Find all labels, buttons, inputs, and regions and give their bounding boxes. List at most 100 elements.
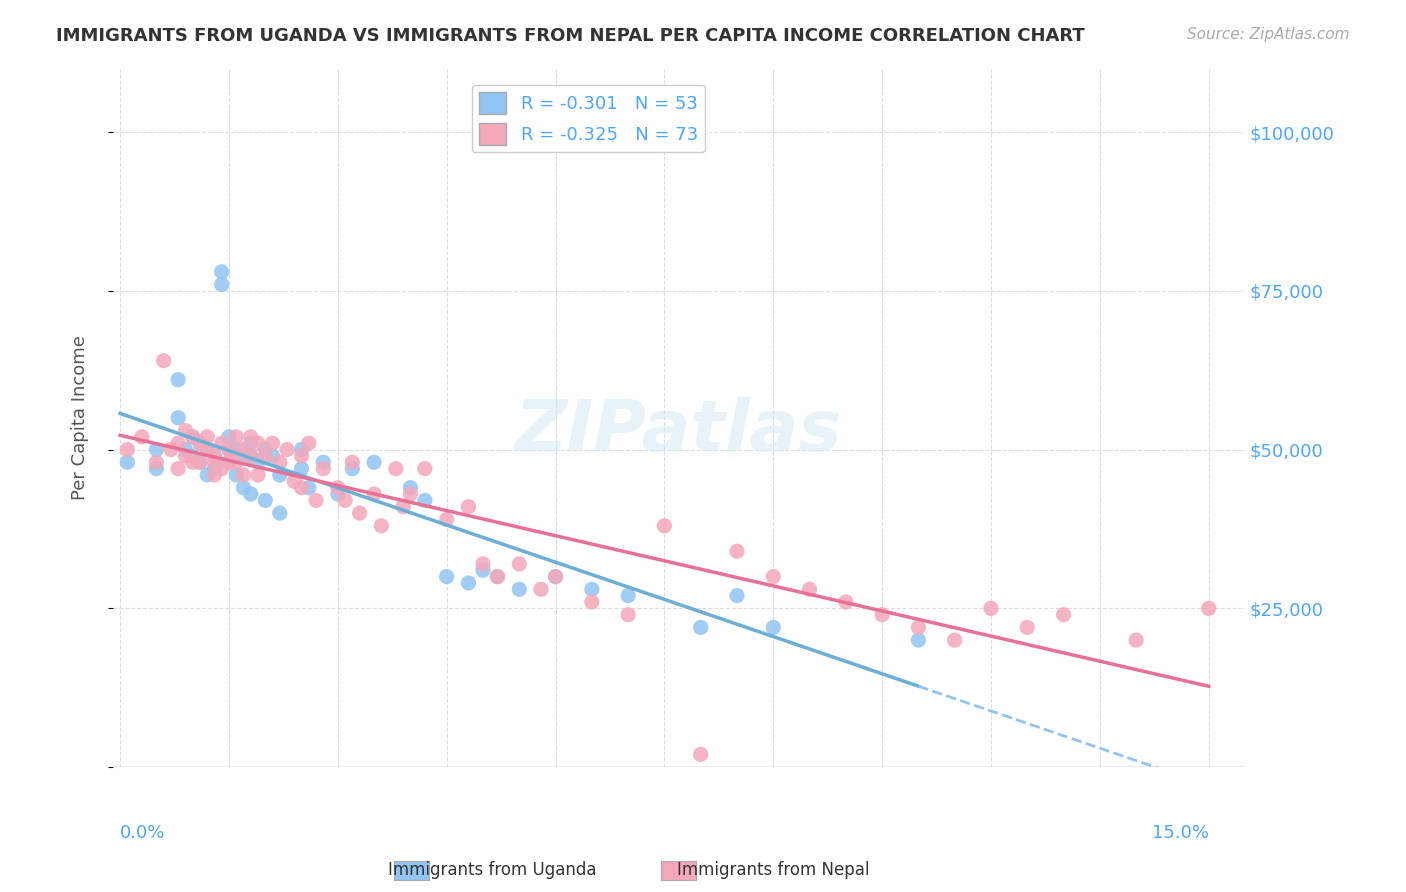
Point: [225, 455, 247, 469]
Point: [290, 449, 312, 463]
Text: 15.0%: 15.0%: [1152, 824, 1209, 842]
Point: [472, 563, 495, 577]
Point: [225, 467, 247, 482]
Point: [436, 569, 458, 583]
Point: [188, 455, 211, 469]
Point: [218, 442, 240, 457]
Point: [276, 442, 298, 457]
Point: [181, 455, 204, 469]
Point: [145, 461, 167, 475]
Point: [117, 442, 139, 457]
Point: [1125, 633, 1147, 648]
Point: [211, 436, 233, 450]
Point: [239, 449, 262, 463]
Point: [689, 620, 711, 634]
Point: [363, 487, 385, 501]
Point: [725, 589, 748, 603]
Point: [269, 506, 291, 520]
Point: [239, 436, 262, 450]
Point: [225, 442, 247, 457]
Point: [262, 436, 284, 450]
Point: [544, 569, 567, 583]
Point: [239, 430, 262, 444]
Point: [305, 493, 328, 508]
Point: [232, 449, 254, 463]
Point: [181, 430, 204, 444]
Point: [269, 467, 291, 482]
Point: [167, 373, 190, 387]
Point: [312, 455, 335, 469]
Point: [247, 455, 270, 469]
Point: [342, 461, 364, 475]
Point: [1017, 620, 1039, 634]
Point: [544, 569, 567, 583]
Point: [472, 557, 495, 571]
Point: [762, 620, 785, 634]
Point: [312, 461, 335, 475]
Point: [167, 461, 190, 475]
Point: [232, 467, 254, 482]
Point: [617, 607, 640, 622]
Point: [385, 461, 408, 475]
Point: [195, 430, 218, 444]
Point: [870, 607, 893, 622]
Point: [262, 449, 284, 463]
Point: [413, 493, 436, 508]
Point: [436, 512, 458, 526]
Point: [413, 461, 436, 475]
Point: [239, 449, 262, 463]
Point: [363, 455, 385, 469]
Point: [174, 442, 197, 457]
Point: [167, 410, 190, 425]
Point: [225, 430, 247, 444]
Point: [298, 436, 321, 450]
Point: [247, 467, 270, 482]
Point: [1052, 607, 1074, 622]
Y-axis label: Per Capita Income: Per Capita Income: [72, 335, 89, 500]
Point: [298, 481, 321, 495]
Point: [174, 424, 197, 438]
Point: [254, 493, 277, 508]
Point: [188, 436, 211, 450]
Point: [333, 493, 356, 508]
Point: [232, 481, 254, 495]
Point: [617, 589, 640, 603]
Point: [326, 481, 349, 495]
Point: [167, 436, 190, 450]
Point: [204, 461, 226, 475]
Point: [195, 442, 218, 457]
Text: Immigrants from Nepal: Immigrants from Nepal: [678, 861, 869, 879]
Point: [399, 481, 422, 495]
Point: [239, 487, 262, 501]
Point: [131, 430, 153, 444]
Point: [254, 449, 277, 463]
Point: [211, 277, 233, 292]
Point: [254, 442, 277, 457]
Point: [581, 595, 603, 609]
Point: [654, 518, 676, 533]
Point: [204, 449, 226, 463]
Point: [508, 557, 530, 571]
Text: Immigrants from Uganda: Immigrants from Uganda: [388, 861, 596, 879]
Point: [145, 442, 167, 457]
Point: [342, 455, 364, 469]
Point: [457, 576, 479, 591]
Text: 0.0%: 0.0%: [120, 824, 166, 842]
Point: [835, 595, 858, 609]
Point: [269, 455, 291, 469]
Point: [152, 353, 174, 368]
Point: [370, 518, 392, 533]
Point: [392, 500, 415, 514]
Point: [486, 569, 509, 583]
Point: [218, 430, 240, 444]
Point: [290, 442, 312, 457]
Point: [174, 449, 197, 463]
Point: [211, 265, 233, 279]
Point: [218, 455, 240, 469]
Point: [195, 442, 218, 457]
Point: [195, 467, 218, 482]
Point: [232, 442, 254, 457]
Point: [399, 487, 422, 501]
Point: [486, 569, 509, 583]
Point: [508, 582, 530, 597]
